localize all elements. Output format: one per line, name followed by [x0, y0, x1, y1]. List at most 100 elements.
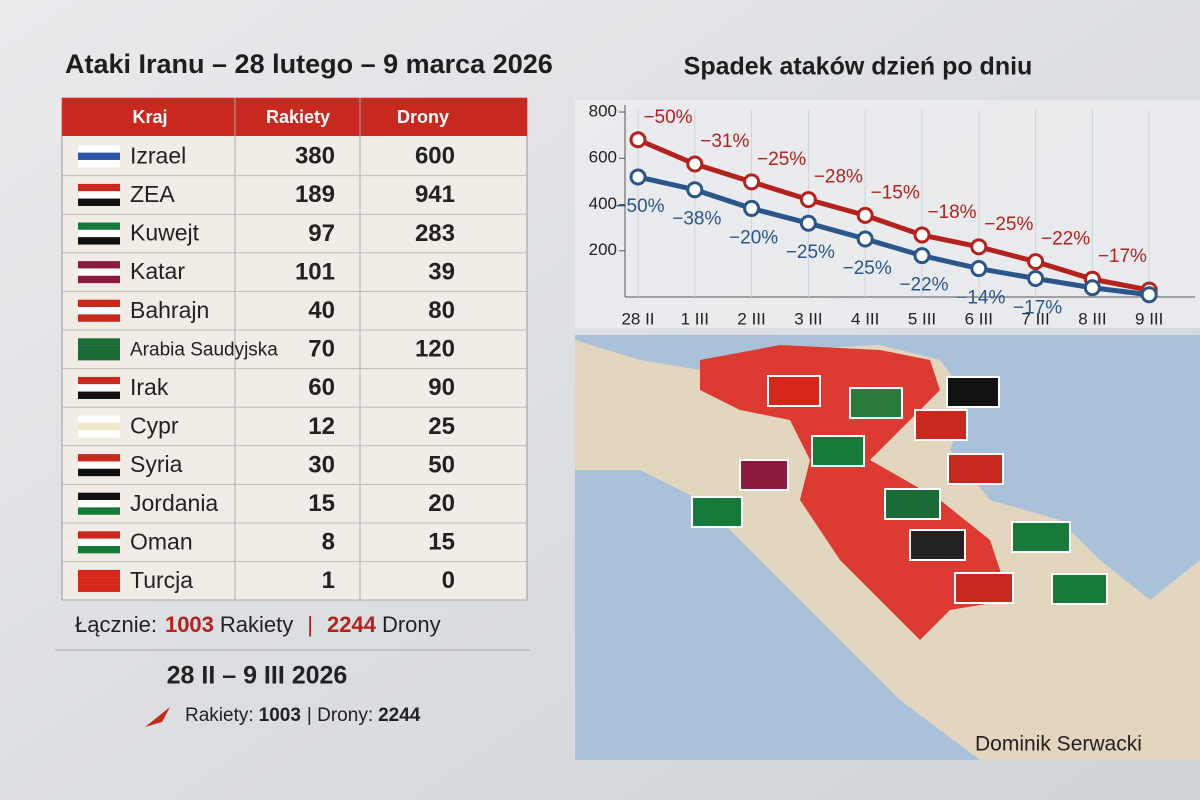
change-label: −38%	[672, 209, 721, 230]
flag	[78, 268, 120, 276]
flag	[78, 468, 120, 477]
change-label: −25%	[984, 214, 1033, 235]
totals-label: Łącznie:	[75, 612, 157, 637]
rockets-value: 97	[308, 220, 335, 247]
change-label: −25%	[843, 258, 892, 279]
flag	[78, 307, 120, 315]
column-header: Rakiety	[266, 107, 330, 127]
flag	[78, 454, 120, 462]
point	[629, 168, 647, 186]
table-frame	[61, 97, 528, 601]
flag	[78, 584, 120, 592]
rockets-value: 70	[308, 336, 335, 363]
x-tick-label: 9 III	[1135, 309, 1163, 328]
point	[799, 191, 817, 209]
point	[913, 226, 931, 244]
drones-value: 80	[428, 297, 455, 324]
country-name: Kuwejt	[130, 220, 200, 246]
flag	[78, 391, 120, 399]
summary-drones-label: | Drony:	[307, 705, 373, 726]
totals-drones: 2244	[327, 612, 377, 637]
main-title: Ataki Iranu – 28 lutego – 9 marca 2026	[65, 49, 553, 79]
totals-rockets-label: Rakiety	[220, 612, 293, 637]
chart-title: Spadek ataków dzień po dniu	[684, 53, 1033, 81]
x-tick-label: 8 III	[1078, 309, 1106, 328]
series-line	[637, 137, 1150, 293]
change-label: −18%	[927, 202, 976, 223]
summary-date: 28 II – 9 III 2026	[167, 662, 348, 690]
rockets-value: 30	[308, 451, 335, 478]
flag	[78, 507, 120, 515]
change-label: −17%	[1098, 246, 1147, 267]
rocket-icon	[145, 707, 170, 727]
point	[629, 131, 647, 149]
flag	[78, 183, 120, 192]
flag	[1051, 573, 1108, 605]
flag	[78, 237, 120, 245]
flag	[78, 384, 120, 392]
change-label: −50%	[615, 196, 664, 217]
country-name: Katar	[130, 258, 185, 284]
flag	[78, 261, 120, 269]
totals-rockets: 1003	[165, 612, 214, 637]
change-label: −20%	[729, 227, 778, 248]
totals-drones-label: Drony	[382, 612, 441, 637]
flag	[691, 496, 743, 528]
flag	[78, 229, 120, 238]
series-line	[637, 174, 1150, 298]
table-header	[62, 98, 527, 136]
country-name: ZEA	[130, 181, 175, 207]
flag	[739, 459, 789, 491]
drones-value: 283	[415, 220, 455, 247]
rockets-value: 189	[295, 181, 335, 208]
point	[1140, 286, 1158, 304]
point	[686, 155, 704, 173]
flag	[78, 314, 120, 322]
change-label: −31%	[700, 131, 749, 152]
flag	[78, 145, 120, 153]
flag	[78, 492, 120, 501]
country-name: Izrael	[130, 142, 186, 168]
point	[1027, 253, 1045, 271]
flag	[78, 352, 120, 361]
point	[743, 199, 761, 217]
change-label: −15%	[871, 182, 920, 203]
rockets-value: 40	[308, 297, 335, 324]
flag	[78, 531, 120, 539]
column-header: Drony	[397, 107, 449, 127]
flag	[78, 376, 120, 385]
x-tick-label: 1 III	[681, 309, 709, 328]
country-name: Irak	[130, 374, 169, 400]
flag	[78, 275, 120, 284]
summary-rockets: 1003	[259, 705, 301, 726]
summary-drones: 2244	[378, 705, 421, 726]
flag	[909, 529, 966, 561]
point	[743, 173, 761, 191]
author: Dominik Serwacki	[975, 733, 1142, 756]
summary-rockets-label: Rakiety:	[185, 705, 254, 726]
point	[1083, 279, 1101, 297]
rockets-value: 101	[295, 258, 335, 285]
separator: |	[307, 612, 313, 637]
rockets-value: 60	[308, 374, 335, 401]
flag	[78, 415, 120, 423]
country-name: Turcja	[130, 567, 193, 593]
change-label: −17%	[1013, 298, 1062, 319]
flag	[914, 409, 968, 441]
country-name: Jordania	[130, 490, 218, 516]
drones-value: 39	[428, 258, 455, 285]
flag	[78, 422, 120, 431]
change-label: −50%	[643, 107, 692, 128]
drones-value: 120	[415, 336, 455, 363]
flag	[78, 191, 120, 199]
x-tick-label: 6 III	[965, 309, 993, 328]
change-label: −28%	[814, 167, 863, 188]
drones-value: 90	[428, 374, 455, 401]
y-tick-label: 400	[589, 194, 617, 213]
change-label: −25%	[786, 242, 835, 263]
country-name: Arabia Saudyjska	[130, 339, 278, 360]
flag	[78, 222, 120, 230]
x-tick-label: 5 III	[908, 309, 936, 328]
x-tick-label: 2 III	[737, 309, 765, 328]
